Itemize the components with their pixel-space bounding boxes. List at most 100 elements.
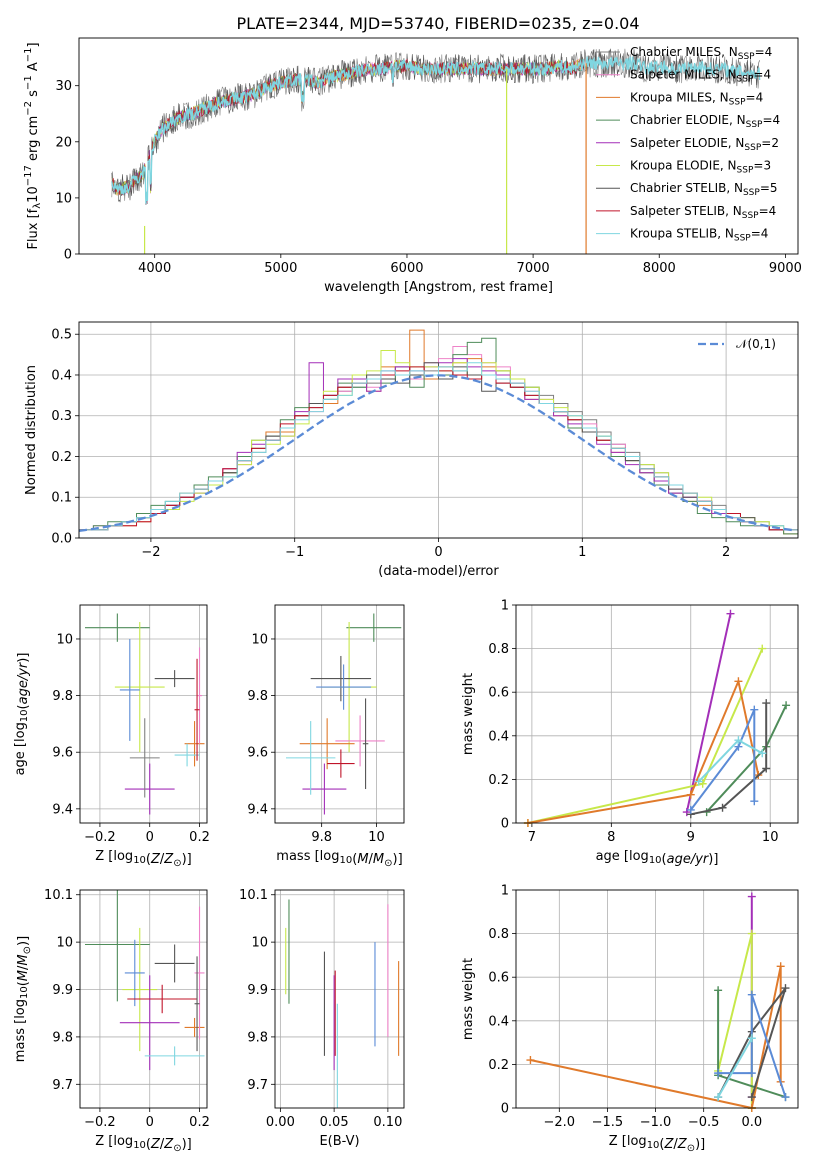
weight-marker [726, 609, 735, 618]
x-tick-label: 5000 [264, 261, 297, 276]
y-tick-label: 9.8 [247, 1030, 268, 1045]
weight-marker [781, 984, 790, 993]
histogram-steps [79, 329, 798, 538]
weight-marker [686, 805, 695, 814]
y-tick-label: 9.8 [52, 1030, 73, 1045]
weight-marker [776, 962, 785, 971]
y-axis-label: Normed distribution [24, 365, 39, 495]
weight-series [718, 994, 787, 1098]
x-tick-label: 0.2 [189, 830, 210, 845]
x-tick-label: 8000 [643, 261, 676, 276]
x-tick-label: 0 [146, 1115, 154, 1130]
axes-frame [274, 604, 405, 824]
x-tick-label: 0 [434, 545, 442, 560]
axes-frame [515, 604, 799, 824]
y-tick-label: 0.4 [51, 368, 72, 383]
legend-label: Salpeter MILES, NSSP=4 [630, 68, 771, 85]
x-tick-label: 8 [607, 830, 615, 845]
errorbars [84, 613, 205, 815]
x-tick-label: 0.05 [320, 1115, 349, 1130]
weight-marker [782, 701, 791, 710]
y-axis-label: mass [log10(M/M⊙)] [13, 936, 33, 1062]
spectrum-lines [111, 48, 761, 254]
errorbars [285, 613, 402, 815]
mass-weight-vs-metallicity-panel: −2.0 −1.5 −1.0 −0.5 0.0 0 0.2 0.4 0.6 0.8 1 Z [log1… [461, 884, 799, 1154]
weight-marker [781, 1093, 790, 1102]
legend-label: Kroupa ELODIE, NSSP=3 [630, 159, 771, 176]
legend-label: Kroupa MILES, NSSP=4 [630, 90, 763, 107]
weight-series [717, 987, 787, 1098]
weight-marker [750, 705, 759, 714]
weight-marker [526, 1056, 535, 1065]
x-tick-label: 10 [368, 830, 385, 845]
weight-series [690, 703, 768, 816]
y-tick-label: 9.4 [247, 802, 268, 817]
x-tick-label: −2 [141, 545, 160, 560]
weight-marker [714, 1093, 723, 1102]
x-axis-label: (data-model)/error [378, 564, 499, 579]
x-tick-label: 4000 [138, 261, 171, 276]
y-tick-label: 9.7 [52, 1078, 73, 1093]
spectrum-salpeter-stelib [111, 58, 584, 202]
x-tick-label: 1 [578, 545, 586, 560]
y-tick-label: 0.2 [488, 773, 509, 788]
spectrum-salpeter-elodie [111, 60, 584, 205]
weight-marker [694, 777, 703, 786]
weight-marker [762, 764, 771, 773]
spectrum-panel: 4000 5000 6000 7000 8000 9000 0 10 20 30 wavelengt… [23, 37, 802, 295]
weight-series [717, 1037, 753, 1098]
y-tick-label: 1 [501, 884, 509, 899]
weight-marker [714, 1069, 723, 1078]
spectrum-kroupa-miles [111, 58, 584, 198]
x-tick-label: 0.2 [189, 1115, 210, 1130]
histogram-series [79, 362, 798, 538]
x-tick-label: −1.0 [640, 1115, 672, 1130]
x-tick-label: 9000 [769, 261, 802, 276]
x-tick-label: −0.5 [688, 1115, 720, 1130]
x-tick-label: −0.2 [84, 1115, 116, 1130]
axes-frame [515, 889, 799, 1109]
x-axis-label: mass [log10(M/M⊙)] [276, 849, 402, 869]
spectrum-kroupa-stelib [111, 56, 761, 204]
spectrum-salpeter-miles [111, 58, 584, 204]
legend-label: Salpeter ELODIE, NSSP=2 [630, 136, 779, 153]
y-tick-label: 0 [501, 817, 509, 832]
weight-marker [686, 790, 695, 799]
weight-marker [747, 892, 756, 901]
axes-frame [274, 889, 405, 1109]
x-tick-label: 10 [762, 830, 779, 845]
weight-marker [747, 929, 756, 938]
legend-label: Chabrier MILES, NSSP=4 [630, 45, 772, 62]
axes-frame [79, 604, 208, 824]
x-axis-label: Z [log10(Z/Z⊙)] [95, 1134, 192, 1154]
weight-series [530, 1059, 753, 1109]
weight-marker [747, 1034, 756, 1043]
x-tick-label: 0.00 [266, 1115, 295, 1130]
errorbars [285, 899, 400, 1108]
y-tick-label: 0.6 [488, 686, 509, 701]
weight-marker [747, 1069, 756, 1078]
weight-series [685, 613, 732, 813]
x-tick-label: −2.0 [544, 1115, 576, 1130]
x-tick-label: 7 [528, 830, 536, 845]
y-tick-label: 0.2 [488, 1058, 509, 1073]
legend-label: Salpeter STELIB, NSSP=4 [630, 204, 776, 221]
x-axis-label: Z [log10(Z/Z⊙)] [95, 849, 192, 869]
y-tick-label: 0.4 [488, 729, 509, 744]
weight-lines [526, 892, 790, 1112]
age-vs-metallicity-panel: −0.2 0 0.2 9.4 9.6 9.8 10 Z [log10(Z/Z⊙)] age [l… [13, 604, 210, 869]
x-tick-label: 2 [722, 545, 730, 560]
y-tick-label: 9.8 [247, 689, 268, 704]
y-tick-label: 0 [64, 248, 72, 263]
weight-marker [734, 736, 743, 745]
y-tick-label: 9.4 [52, 802, 73, 817]
weight-series [690, 709, 756, 811]
y-tick-label: 0.1 [51, 491, 72, 506]
y-tick-label: 10 [251, 632, 268, 647]
y-tick-label: 9.7 [247, 1078, 268, 1093]
x-tick-label: −1 [285, 545, 304, 560]
x-tick-label: −0.2 [84, 830, 116, 845]
spectrum-legend: Chabrier MILES, NSSP=4 Salpeter MILES, NS… [596, 45, 780, 244]
y-tick-label: 0.3 [51, 409, 72, 424]
